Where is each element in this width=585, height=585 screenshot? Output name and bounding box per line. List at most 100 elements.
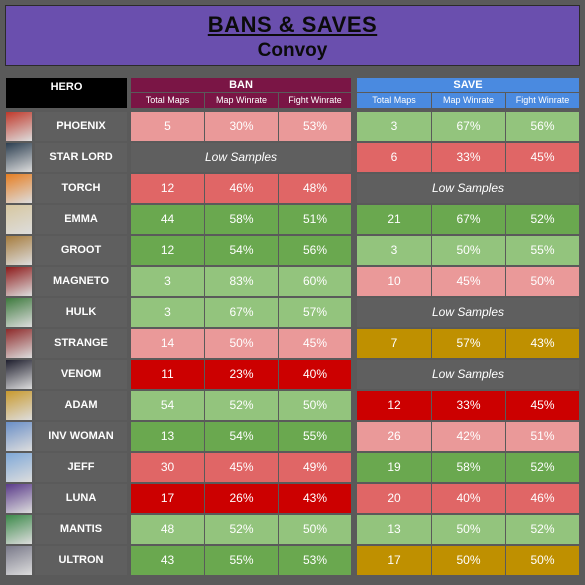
ban-total-maps-cell: 5	[131, 112, 204, 141]
ban-fight-winrate-cell: 50%	[279, 391, 351, 420]
hero-name: ADAM	[35, 391, 127, 420]
hero-name: LUNA	[35, 484, 127, 513]
ban-total-maps-cell: 14	[131, 329, 204, 358]
ban-map-winrate-cell: 26%	[205, 484, 278, 513]
save-fight-winrate-cell: 52%	[506, 515, 579, 544]
ban-fight-winrate-cell: 60%	[279, 267, 351, 296]
hero-name: MANTIS	[35, 515, 127, 544]
table-row: PHOENIX 5 30% 53% 3 67% 56%	[0, 112, 585, 141]
save-fight-winrate-cell: 46%	[506, 484, 579, 513]
hero-name: HULK	[35, 298, 127, 327]
save-map-winrate-cell: 45%	[432, 267, 505, 296]
ban-total-maps-cell: 43	[131, 546, 204, 575]
table-row: VENOM 11 23% 40% Low Samples	[0, 360, 585, 389]
ban-map-winrate-cell: 30%	[205, 112, 278, 141]
save-fight-winrate-cell: 45%	[506, 143, 579, 172]
hero-column-header: HERO	[6, 78, 127, 108]
ban-fight-winrate-cell: 45%	[279, 329, 351, 358]
save-map-winrate-cell: 40%	[432, 484, 505, 513]
table-row: MAGNETO 3 83% 60% 10 45% 50%	[0, 267, 585, 296]
save-total-maps-cell: 3	[357, 112, 431, 141]
ban-total-maps-cell: 3	[131, 267, 204, 296]
groot-portrait-image	[6, 236, 32, 265]
hero-name: EMMA	[35, 205, 127, 234]
ban-map-winrate-cell: 45%	[205, 453, 278, 482]
save-low-samples: Low Samples	[357, 298, 579, 327]
save-total-maps-cell: 20	[357, 484, 431, 513]
save-fight-winrate-header: Fight Winrate	[506, 93, 579, 108]
save-map-winrate-cell: 58%	[432, 453, 505, 482]
ban-total-maps-cell: 54	[131, 391, 204, 420]
ban-total-maps-cell: 3	[131, 298, 204, 327]
table-row: GROOT 12 54% 56% 3 50% 55%	[0, 236, 585, 265]
ban-map-winrate-cell: 52%	[205, 515, 278, 544]
ban-fight-winrate-cell: 55%	[279, 422, 351, 451]
ban-map-winrate-cell: 58%	[205, 205, 278, 234]
ban-total-maps-cell: 44	[131, 205, 204, 234]
save-total-maps-cell: 19	[357, 453, 431, 482]
ban-map-winrate-cell: 23%	[205, 360, 278, 389]
save-map-winrate-cell: 67%	[432, 205, 505, 234]
torch-portrait-image	[6, 174, 32, 203]
ban-total-maps-cell: 12	[131, 236, 204, 265]
ban-fight-winrate-cell: 53%	[279, 546, 351, 575]
hero-name: VENOM	[35, 360, 127, 389]
hero-name: MAGNETO	[35, 267, 127, 296]
hulk-portrait-image	[6, 298, 32, 327]
ban-fight-winrate-cell: 48%	[279, 174, 351, 203]
save-fight-winrate-cell: 52%	[506, 453, 579, 482]
save-total-maps-cell: 21	[357, 205, 431, 234]
emma-portrait-image	[6, 205, 32, 234]
save-map-winrate-header: Map Winrate	[432, 93, 505, 108]
phoenix-portrait-image	[6, 112, 32, 141]
ban-fight-winrate-cell: 43%	[279, 484, 351, 513]
save-map-winrate-cell: 50%	[432, 236, 505, 265]
table-row: STAR LORD Low Samples 6 33% 45%	[0, 143, 585, 172]
page-subtitle: Convoy	[257, 40, 328, 61]
save-fight-winrate-cell: 52%	[506, 205, 579, 234]
ban-map-winrate-header: Map Winrate	[205, 93, 278, 108]
ultron-portrait-image	[6, 546, 32, 575]
save-fight-winrate-cell: 51%	[506, 422, 579, 451]
save-total-maps-header: Total Maps	[357, 93, 431, 108]
hero-name: PHOENIX	[35, 112, 127, 141]
ban-fight-winrate-cell: 51%	[279, 205, 351, 234]
ban-fight-winrate-header: Fight Winrate	[279, 93, 351, 108]
save-map-winrate-cell: 57%	[432, 329, 505, 358]
save-group-header: SAVE	[357, 78, 579, 92]
ban-map-winrate-cell: 54%	[205, 236, 278, 265]
ban-map-winrate-cell: 52%	[205, 391, 278, 420]
table-row: JEFF 30 45% 49% 19 58% 52%	[0, 453, 585, 482]
ban-total-maps-cell: 17	[131, 484, 204, 513]
save-map-winrate-cell: 50%	[432, 546, 505, 575]
table-row: LUNA 17 26% 43% 20 40% 46%	[0, 484, 585, 513]
save-fight-winrate-cell: 50%	[506, 267, 579, 296]
save-total-maps-cell: 26	[357, 422, 431, 451]
save-fight-winrate-cell: 45%	[506, 391, 579, 420]
star-lord-portrait-image	[6, 143, 32, 172]
ban-total-maps-cell: 48	[131, 515, 204, 544]
strange-portrait-image	[6, 329, 32, 358]
table-row: MANTIS 48 52% 50% 13 50% 52%	[0, 515, 585, 544]
title-banner: BANS & SAVES Convoy	[5, 5, 580, 66]
save-map-winrate-cell: 42%	[432, 422, 505, 451]
save-map-winrate-cell: 50%	[432, 515, 505, 544]
save-total-maps-cell: 13	[357, 515, 431, 544]
ban-map-winrate-cell: 46%	[205, 174, 278, 203]
hero-name: ULTRON	[35, 546, 127, 575]
save-total-maps-cell: 12	[357, 391, 431, 420]
table-row: ADAM 54 52% 50% 12 33% 45%	[0, 391, 585, 420]
save-fight-winrate-cell: 55%	[506, 236, 579, 265]
save-total-maps-cell: 10	[357, 267, 431, 296]
save-map-winrate-cell: 33%	[432, 391, 505, 420]
ban-low-samples: Low Samples	[131, 143, 351, 172]
save-low-samples: Low Samples	[357, 174, 579, 203]
ban-fight-winrate-cell: 49%	[279, 453, 351, 482]
luna-portrait-image	[6, 484, 32, 513]
ban-map-winrate-cell: 54%	[205, 422, 278, 451]
table-row: ULTRON 43 55% 53% 17 50% 50%	[0, 546, 585, 575]
save-fight-winrate-cell: 50%	[506, 546, 579, 575]
ban-fight-winrate-cell: 57%	[279, 298, 351, 327]
hero-name: GROOT	[35, 236, 127, 265]
